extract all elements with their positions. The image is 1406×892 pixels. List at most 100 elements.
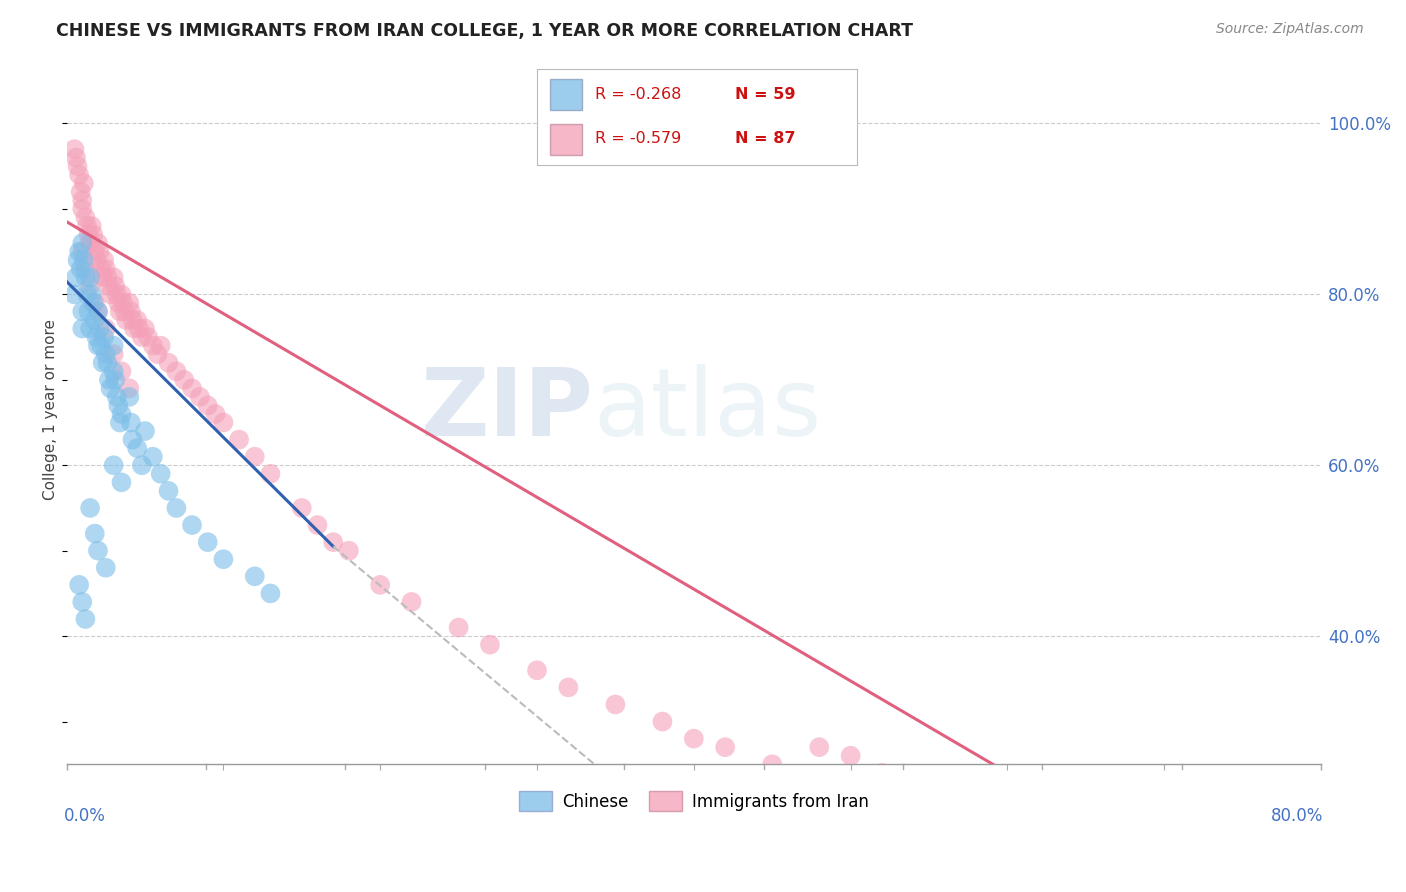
Point — [149, 338, 172, 352]
Point — [103, 338, 125, 352]
Point — [75, 261, 97, 276]
Point — [110, 407, 132, 421]
Text: ZIP: ZIP — [420, 364, 593, 456]
Point — [86, 253, 108, 268]
Point — [103, 458, 125, 473]
Point — [259, 586, 281, 600]
Point — [142, 338, 165, 352]
Point — [91, 270, 114, 285]
Point — [80, 219, 103, 233]
Point — [110, 475, 132, 490]
Point — [808, 740, 831, 755]
Point — [107, 296, 129, 310]
Point — [83, 313, 105, 327]
Point — [105, 287, 128, 301]
Point — [188, 390, 211, 404]
Point — [69, 261, 91, 276]
Point — [93, 330, 115, 344]
Point — [120, 304, 142, 318]
Point — [79, 321, 101, 335]
Point — [127, 313, 149, 327]
Point — [87, 304, 110, 318]
Point — [212, 552, 235, 566]
Point — [337, 543, 360, 558]
Point — [103, 270, 125, 285]
Point — [76, 287, 98, 301]
Point — [157, 483, 180, 498]
Point — [63, 287, 86, 301]
Point — [197, 535, 219, 549]
Point — [682, 731, 704, 746]
Point — [447, 621, 470, 635]
Point — [75, 612, 97, 626]
Point — [80, 287, 103, 301]
Point — [100, 381, 122, 395]
Point — [121, 313, 143, 327]
Point — [243, 450, 266, 464]
Point — [79, 278, 101, 293]
Point — [96, 270, 118, 285]
Point — [401, 595, 423, 609]
Point — [79, 236, 101, 251]
Point — [114, 304, 136, 318]
Point — [1074, 800, 1097, 814]
Point — [121, 433, 143, 447]
Point — [259, 467, 281, 481]
Point — [91, 356, 114, 370]
Point — [181, 518, 204, 533]
Text: 0.0%: 0.0% — [65, 807, 105, 825]
Point — [97, 278, 120, 293]
Point — [72, 595, 94, 609]
Point — [83, 296, 105, 310]
Point — [83, 526, 105, 541]
Point — [557, 681, 579, 695]
Point — [228, 433, 250, 447]
Point — [72, 202, 94, 216]
Point — [918, 783, 941, 797]
Point — [76, 219, 98, 233]
Point — [82, 296, 104, 310]
Point — [173, 373, 195, 387]
Point — [181, 381, 204, 395]
Text: Source: ZipAtlas.com: Source: ZipAtlas.com — [1216, 22, 1364, 37]
Point — [72, 244, 94, 259]
Point — [89, 244, 111, 259]
Point — [478, 638, 501, 652]
Point — [79, 270, 101, 285]
Point — [93, 253, 115, 268]
Point — [212, 416, 235, 430]
Point — [761, 757, 783, 772]
Point — [75, 211, 97, 225]
Point — [108, 416, 131, 430]
Point — [75, 270, 97, 285]
Point — [72, 304, 94, 318]
Point — [100, 287, 122, 301]
Point — [651, 714, 673, 729]
Point — [82, 227, 104, 242]
Point — [127, 441, 149, 455]
Legend: Chinese, Immigrants from Iran: Chinese, Immigrants from Iran — [510, 783, 877, 820]
Point — [142, 450, 165, 464]
Point — [118, 381, 141, 395]
Point — [72, 321, 94, 335]
Point — [77, 304, 100, 318]
Point — [65, 270, 87, 285]
Point — [87, 236, 110, 251]
Point — [368, 578, 391, 592]
Point — [94, 347, 117, 361]
Point — [67, 168, 90, 182]
Point — [120, 416, 142, 430]
Point — [79, 500, 101, 515]
Point — [112, 296, 135, 310]
Point — [115, 313, 138, 327]
Point — [87, 338, 110, 352]
Point — [103, 347, 125, 361]
Point — [243, 569, 266, 583]
Point — [104, 278, 127, 293]
Point — [65, 151, 87, 165]
Point — [165, 364, 187, 378]
Point — [72, 236, 94, 251]
Point — [104, 373, 127, 387]
Point — [90, 338, 112, 352]
Point — [136, 330, 159, 344]
